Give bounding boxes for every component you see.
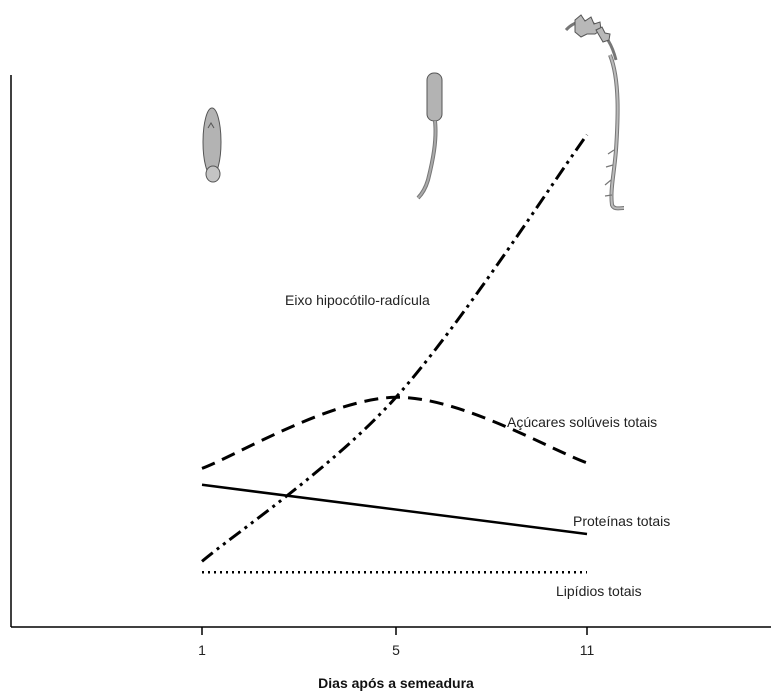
- x-axis-label: Dias após a semeadura: [318, 675, 474, 691]
- x-tick-label-5: 5: [392, 642, 400, 658]
- seedling-day-5-icon: [416, 72, 443, 200]
- series-label-eixo: Eixo hipocótilo-radícula: [285, 292, 430, 308]
- series-proteinas-totais: [201, 483, 588, 536]
- seedling-day-11-icon: [564, 14, 625, 211]
- seed-day-1-icon: [202, 107, 222, 183]
- x-tick-label-1: 1: [198, 642, 206, 658]
- series-label-acucares: Açúcares solúveis totais: [507, 414, 657, 430]
- x-tick-label-11: 11: [580, 642, 595, 658]
- series-eixo-hipocotilo-radicula: [201, 133, 589, 563]
- series-label-proteinas: Proteínas totais: [573, 513, 670, 529]
- series-label-lipidios: Lipídios totais: [556, 583, 642, 599]
- series-acucares-soluveis-totais: [201, 395, 588, 470]
- x-ticks: [201, 627, 588, 635]
